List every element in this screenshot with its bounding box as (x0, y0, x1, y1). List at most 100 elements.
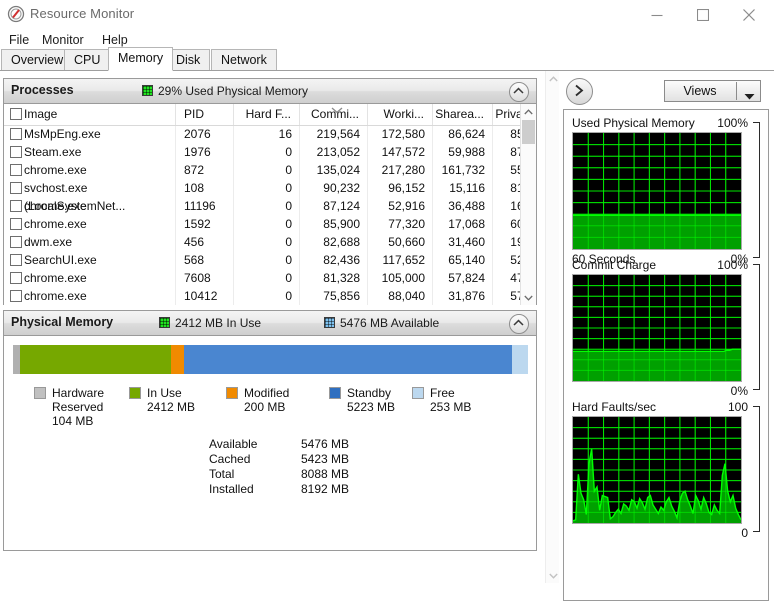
scroll-up-button[interactable] (521, 104, 536, 119)
tab-overview[interactable]: Overview (1, 49, 74, 71)
memory-segment-free (512, 345, 528, 374)
table-row[interactable]: MsMpEng.exe207616219,564172,58086,62485,… (4, 125, 536, 146)
physical-memory-panel-header[interactable]: Physical Memory 2412 MB In Use 5476 MB A… (4, 311, 536, 336)
minimize-icon (651, 14, 663, 17)
table-row[interactable]: SearchUI.exe568082,436117,65265,14052,51… (4, 251, 536, 272)
green-swatch-icon (142, 85, 153, 96)
main-scrollbar[interactable] (545, 71, 560, 583)
title-bar: Resource Monitor (0, 0, 774, 30)
expand-panel-button[interactable] (566, 78, 593, 105)
close-button[interactable] (726, 0, 772, 30)
cell-image: dwm.exe (24, 235, 73, 249)
processes-scrollbar[interactable] (520, 104, 536, 305)
menu-item-file[interactable]: File (9, 33, 30, 47)
cell-working: 77,320 (388, 217, 425, 231)
cell-hard: 0 (285, 253, 292, 267)
views-button[interactable]: Views (664, 80, 761, 102)
column-header-hard-faults[interactable]: Hard F... (234, 104, 300, 125)
column-header-commit[interactable]: Commi... (300, 104, 368, 125)
minimize-button[interactable] (634, 0, 680, 30)
row-checkbox[interactable] (10, 272, 22, 284)
legend-value: 2412 MB (147, 400, 196, 414)
select-all-checkbox[interactable] (10, 108, 22, 120)
cell-image: Steam.exe (24, 145, 82, 159)
graph-y-min-label: 0% (730, 252, 748, 266)
memory-segment-in-use (19, 345, 172, 374)
cell-commit: 82,436 (323, 253, 360, 267)
cell-shareable: 17,068 (448, 217, 485, 231)
column-header-image[interactable]: Image (4, 104, 176, 125)
chevron-up-icon (524, 109, 533, 115)
memory-usage-bar (13, 345, 528, 374)
column-separator (492, 125, 493, 305)
column-separator (233, 125, 234, 305)
cell-hard: 0 (285, 217, 292, 231)
row-checkbox[interactable] (10, 254, 22, 266)
views-label: Views (683, 84, 717, 98)
row-checkbox[interactable] (10, 236, 22, 248)
graph-y-min-label: 0% (730, 384, 748, 398)
graphs-container: Used Physical Memory 100% 0% 60 Seconds Comm… (563, 109, 769, 601)
graph-hard-faults-sec: Hard Faults/sec 100 0 (572, 400, 762, 542)
chevron-down-icon (524, 295, 533, 301)
table-row[interactable]: chrome.exe8720135,024217,280161,73255,54… (4, 161, 536, 182)
legend-value: 104 MB (52, 414, 94, 428)
menu-item-help[interactable]: Help (102, 33, 128, 47)
maximize-button[interactable] (680, 0, 726, 30)
cell-image: chrome.exe (24, 217, 87, 231)
close-icon (743, 9, 755, 21)
column-header-working-set[interactable]: Worki... (368, 104, 433, 125)
cell-image: MsMpEng.exe (24, 127, 101, 141)
chevron-up-icon (549, 76, 558, 82)
views-dropdown-button[interactable] (744, 89, 755, 103)
legend-swatch-icon (329, 387, 341, 399)
graph-plot-area (572, 132, 742, 250)
right-toolbar: Views (562, 78, 770, 105)
memory-segment-modified (171, 345, 184, 374)
graph-title: Used Physical Memory (572, 116, 695, 130)
legend-label: Hardware (52, 386, 105, 400)
views-divider (736, 82, 737, 100)
physical-memory-collapse-button[interactable] (509, 314, 529, 334)
table-row[interactable]: svchost.exe (LocalSystemNet... 108 0 90,232… (4, 179, 536, 213)
menu-item-monitor[interactable]: Monitor (42, 33, 84, 47)
physical-memory-in-use-status: 2412 MB In Use (159, 316, 261, 330)
column-separator (299, 125, 300, 305)
row-checkbox[interactable] (10, 200, 22, 212)
scroll-up-button[interactable] (546, 71, 560, 86)
column-header-shareable[interactable]: Sharea... (433, 104, 493, 125)
column-separator (432, 125, 433, 305)
processes-header-row: Image PID Hard F... Commi... Worki... Sh… (4, 104, 536, 126)
memory-legend: Hardware Reserved 104 MB In Use 2412 MB Modif… (4, 386, 536, 432)
processes-collapse-button[interactable] (509, 82, 529, 102)
cell-shareable: 36,488 (448, 199, 485, 213)
legend-swatch-icon (34, 387, 46, 399)
cell-working: 117,652 (382, 253, 426, 267)
row-checkbox[interactable] (10, 218, 22, 230)
row-checkbox[interactable] (10, 128, 22, 140)
processes-status-text: 29% Used Physical Memory (158, 84, 309, 98)
cell-commit: 81,328 (323, 271, 360, 285)
row-checkbox[interactable] (10, 164, 22, 176)
row-checkbox[interactable] (10, 146, 22, 158)
processes-panel-header[interactable]: Processes 29% Used Physical Memory (4, 79, 536, 104)
scroll-down-button[interactable] (546, 568, 560, 583)
tab-network[interactable]: Network (211, 49, 277, 71)
scroll-down-button[interactable] (521, 290, 536, 305)
tab-cpu[interactable]: CPU (64, 49, 111, 71)
column-header-pid[interactable]: PID (176, 104, 234, 125)
resource-monitor-icon (7, 5, 25, 23)
scrollbar-thumb[interactable] (522, 120, 535, 144)
tab-memory[interactable]: Memory (108, 47, 174, 71)
processes-title: Processes (11, 83, 74, 97)
row-checkbox[interactable] (10, 290, 22, 302)
graph-plot-area (572, 274, 742, 382)
row-checkbox[interactable] (10, 182, 22, 194)
graph-y-max-label: 100 (727, 400, 748, 414)
right-graph-pane: Views Used Physical Memory 100% 0% 60 Secon… (559, 71, 774, 601)
